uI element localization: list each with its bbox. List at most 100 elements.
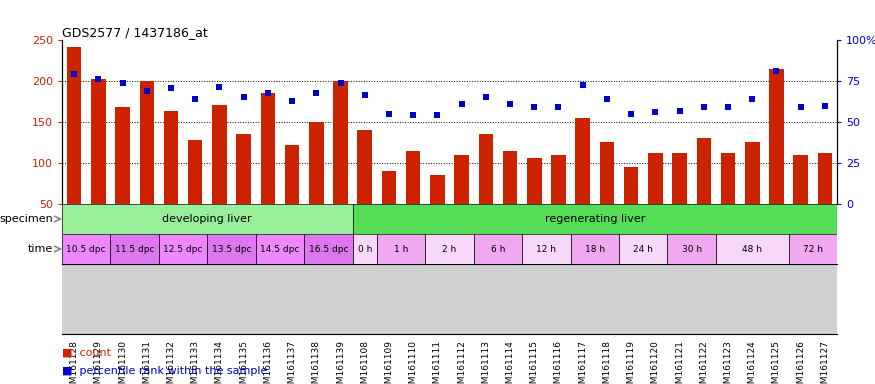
Bar (769, 69, 784, 204)
Text: 14.5 dpc: 14.5 dpc (260, 245, 299, 253)
Point (479, 94, 493, 101)
Text: 2 h: 2 h (443, 245, 457, 253)
Bar (164, 111, 178, 204)
Bar (522, 234, 570, 264)
Bar (721, 153, 735, 204)
Bar (261, 93, 275, 204)
Point (648, 109, 662, 115)
Bar (817, 153, 832, 204)
Point (309, 90, 323, 96)
Text: 11.5 dpc: 11.5 dpc (115, 245, 154, 253)
Point (140, 88, 154, 94)
Bar (788, 234, 837, 264)
Point (382, 111, 396, 117)
Bar (794, 155, 808, 204)
Bar (696, 138, 711, 204)
Point (67, 71, 81, 78)
Point (213, 84, 227, 90)
Point (600, 96, 614, 102)
Bar (66, 46, 81, 204)
Bar (599, 142, 614, 204)
Text: specimen: specimen (0, 214, 53, 224)
Text: 10.5 dpc: 10.5 dpc (66, 245, 106, 253)
Point (528, 104, 542, 110)
Text: 24 h: 24 h (634, 245, 653, 253)
Bar (668, 234, 716, 264)
Bar (91, 79, 106, 204)
Bar (353, 204, 837, 234)
Text: 30 h: 30 h (682, 245, 702, 253)
Bar (255, 234, 304, 264)
Bar (619, 234, 668, 264)
Text: regenerating liver: regenerating liver (544, 214, 645, 224)
Bar (551, 155, 566, 204)
Bar (212, 105, 227, 204)
Bar (353, 234, 377, 264)
Point (721, 104, 735, 110)
Bar (116, 107, 130, 204)
Text: 13.5 dpc: 13.5 dpc (212, 245, 251, 253)
Point (551, 104, 565, 110)
Point (818, 103, 832, 109)
Bar (624, 167, 639, 204)
Text: 6 h: 6 h (491, 245, 505, 253)
Point (358, 92, 372, 98)
Bar (672, 153, 687, 204)
Text: 16.5 dpc: 16.5 dpc (309, 245, 348, 253)
Bar (479, 134, 494, 204)
Point (673, 108, 687, 114)
Point (164, 84, 178, 91)
Bar (406, 151, 421, 204)
Bar (716, 234, 788, 264)
Bar (309, 122, 324, 204)
Text: ■  percentile rank within the sample: ■ percentile rank within the sample (62, 366, 268, 376)
Bar (454, 155, 469, 204)
Bar (473, 234, 522, 264)
Bar (62, 204, 353, 234)
Bar (576, 118, 590, 204)
Bar (377, 234, 425, 264)
Bar (382, 171, 396, 204)
Text: 72 h: 72 h (802, 245, 822, 253)
Point (455, 101, 469, 107)
Point (624, 111, 638, 117)
Text: 12.5 dpc: 12.5 dpc (164, 245, 203, 253)
Text: GDS2577 / 1437186_at: GDS2577 / 1437186_at (62, 26, 207, 39)
Text: developing liver: developing liver (163, 214, 252, 224)
Point (91, 76, 105, 83)
Point (746, 96, 760, 102)
Bar (62, 234, 110, 264)
Bar (527, 158, 542, 204)
Bar (304, 234, 353, 264)
Point (261, 90, 275, 96)
Point (576, 82, 590, 88)
Text: 0 h: 0 h (358, 245, 372, 253)
Bar (570, 234, 619, 264)
Point (794, 104, 808, 110)
Point (430, 113, 444, 119)
Bar (333, 81, 347, 204)
Bar (425, 234, 473, 264)
Text: time: time (28, 244, 53, 254)
Text: 12 h: 12 h (536, 245, 556, 253)
Point (696, 104, 710, 110)
Bar (358, 130, 372, 204)
Point (188, 96, 202, 102)
Bar (285, 145, 299, 204)
Text: 1 h: 1 h (394, 245, 409, 253)
Point (503, 101, 517, 107)
Bar (648, 153, 662, 204)
Point (285, 98, 299, 104)
Bar (139, 81, 154, 204)
Bar (503, 151, 517, 204)
Text: ■  count: ■ count (62, 348, 111, 358)
Bar (430, 175, 444, 204)
Bar (188, 140, 202, 204)
Text: 48 h: 48 h (742, 245, 762, 253)
Bar (745, 142, 760, 204)
Bar (159, 234, 207, 264)
Text: 18 h: 18 h (584, 245, 605, 253)
Point (406, 113, 420, 119)
Bar (110, 234, 159, 264)
Point (333, 79, 347, 86)
